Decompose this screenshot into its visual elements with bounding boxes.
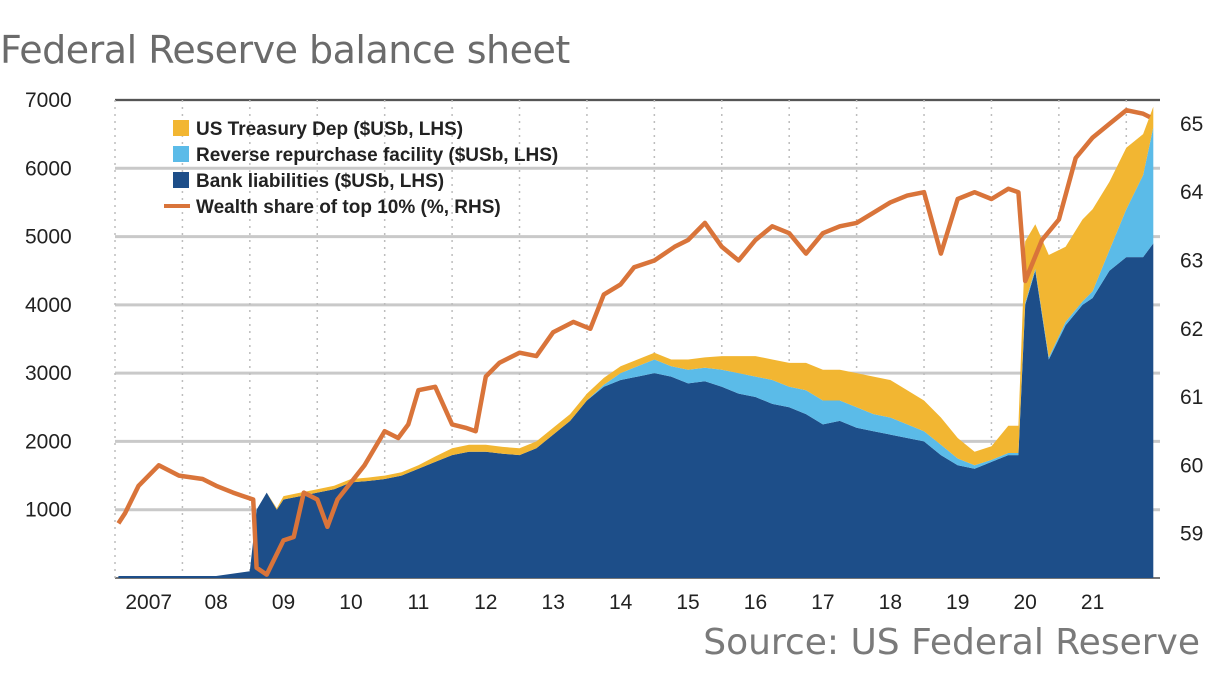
- x-tick-label: 16: [744, 591, 767, 614]
- x-tick-label: 18: [879, 591, 902, 614]
- right-tick-label: 59: [1180, 523, 1203, 546]
- legend-item-bank-liabilities-swatch: [173, 172, 189, 188]
- wealth-share-line: [116, 107, 1151, 577]
- legend-item-treasury-dep-swatch: [173, 120, 189, 136]
- legend-item-treasury-dep: US Treasury Dep ($USb, LHS): [196, 119, 463, 140]
- axis-layer: 1000 2000 3000 4000 5000 6000 7000 59 60 61 62 63 64…: [25, 89, 1204, 614]
- legend-item-reverse-repo-swatch: [173, 146, 189, 162]
- x-tick-label: 08: [204, 591, 227, 614]
- legend-item-reverse-repo: Reverse repurchase facility ($USb, LHS): [196, 145, 558, 166]
- chart-title: Federal Reserve balance sheet: [0, 28, 570, 72]
- right-tick-label: 60: [1180, 454, 1203, 477]
- legend: US Treasury Dep ($USb, LHS) Reverse repur…: [164, 119, 558, 218]
- left-tick-label: 7000: [25, 89, 72, 112]
- x-tick-label: 09: [272, 591, 295, 614]
- right-tick-label: 61: [1180, 386, 1203, 409]
- area-layer: [118, 106, 1154, 578]
- x-tick-label: 21: [1081, 591, 1104, 614]
- left-tick-label: 6000: [25, 157, 72, 180]
- left-tick-label: 3000: [25, 362, 72, 385]
- left-tick-label: 1000: [25, 499, 72, 522]
- right-tick-label: 65: [1180, 113, 1203, 136]
- legend-item-wealth-share: Wealth share of top 10% (%, RHS): [196, 197, 501, 218]
- x-tick-label: 13: [542, 591, 565, 614]
- right-tick-label: 63: [1180, 249, 1203, 272]
- right-tick-label: 64: [1180, 181, 1204, 204]
- right-tick-label: 62: [1180, 318, 1203, 341]
- source-note: Source: US Federal Reserve: [703, 622, 1200, 663]
- x-tick-label: 15: [676, 591, 699, 614]
- left-tick-label: 4000: [25, 294, 72, 317]
- line-layer: [116, 107, 1151, 577]
- left-tick-label: 5000: [25, 226, 72, 249]
- x-tick-label: 10: [339, 591, 362, 614]
- x-tick-label: 14: [609, 591, 633, 614]
- x-tick-label: 2007: [125, 591, 172, 614]
- x-tick-label: 11: [407, 591, 429, 614]
- left-tick-label: 2000: [25, 430, 72, 453]
- x-tick-label: 19: [946, 591, 969, 614]
- x-tick-label: 17: [811, 591, 834, 614]
- area-bank-liabilities: [118, 243, 1154, 578]
- x-tick-label: 12: [474, 591, 497, 614]
- legend-item-bank-liabilities: Bank liabilities ($USb, LHS): [196, 171, 444, 192]
- x-tick-label: 20: [1013, 591, 1036, 614]
